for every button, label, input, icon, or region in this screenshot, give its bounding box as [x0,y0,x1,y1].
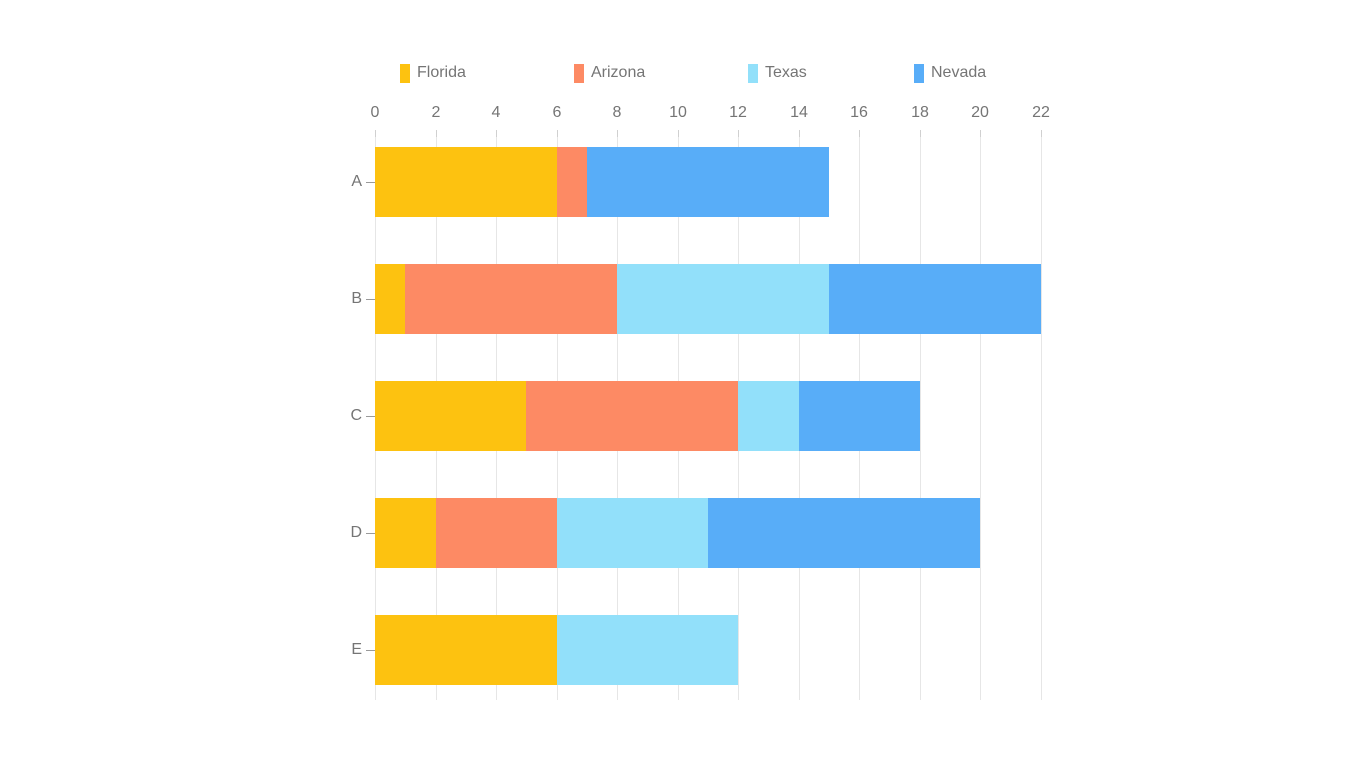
x-axis-tick-label: 10 [669,104,687,121]
x-axis-tick-label: 12 [729,104,747,121]
bar-segment-b-nevada[interactable] [829,264,1041,334]
bar-segment-d-texas[interactable] [556,498,708,568]
x-axis-tick-label: 0 [370,104,380,121]
bar-segment-c-nevada[interactable] [798,381,920,451]
category-axis-dash [366,416,375,417]
axis-tick [678,130,679,137]
bar-segment-a-arizona[interactable] [556,147,587,217]
legend-label: Florida [417,64,466,81]
bar-segment-d-arizona[interactable] [435,498,557,568]
legend-marker-icon [914,63,924,83]
axis-tick [436,130,437,137]
bar-segment-b-florida[interactable] [375,264,406,334]
gridline [1041,137,1042,700]
axis-tick [980,130,981,137]
bar-segment-e-texas[interactable] [556,615,739,685]
bar-row-a: A [351,147,1041,217]
x-axis-tick-label: 8 [612,104,622,121]
axis-tick [557,130,558,137]
bar-row-d: D [350,498,1041,568]
bar-segment-d-florida[interactable] [375,498,436,568]
legend-label: Texas [765,64,807,81]
legend-marker-icon [400,63,410,83]
legend-item-texas[interactable]: Texas [748,62,807,84]
gridline [980,137,981,700]
x-axis-tick-label: 20 [971,104,989,121]
legend-item-nevada[interactable]: Nevada [914,62,986,84]
x-axis-tick-label: 2 [431,104,441,121]
axis-tick [920,130,921,137]
legend-marker-icon [748,63,758,83]
bar-segment-a-nevada[interactable] [586,147,830,217]
axis-tick [738,130,739,137]
category-label: A [351,173,362,190]
bar-segment-d-nevada[interactable] [708,498,981,568]
plot-area: 0 2 4 6 8 10 12 14 16 18 20 22 A B C D E [350,104,1050,700]
gridline [920,137,921,700]
category-axis-dash [366,182,375,183]
legend-item-arizona[interactable]: Arizona [574,62,645,84]
x-axis-tick-label: 22 [1032,104,1050,121]
bar-segment-c-florida[interactable] [375,381,527,451]
bar-segment-c-arizona[interactable] [526,381,739,451]
bar-row-e: E [351,615,1041,685]
x-axis-tick-label: 14 [790,104,808,121]
axis-tick [496,130,497,137]
x-axis-tick-label: 18 [911,104,929,121]
axis-tick [1041,130,1042,137]
category-label: E [351,641,362,658]
legend-label: Arizona [591,64,646,81]
legend-marker-icon [574,63,584,83]
x-axis-tick-label: 16 [850,104,868,121]
axis-tick [375,130,376,137]
bar-segment-b-arizona[interactable] [405,264,618,334]
bar-segment-a-florida[interactable] [375,147,557,217]
legend-label: Nevada [931,64,987,81]
category-axis-dash [366,533,375,534]
bar-segment-e-florida[interactable] [375,615,557,685]
bar-row-c: C [350,381,1041,451]
category-label: D [350,524,362,541]
category-label: B [351,290,362,307]
x-axis-tick-label: 4 [491,104,501,121]
bar-segment-c-texas[interactable] [738,381,799,451]
axis-tick [799,130,800,137]
legend: Florida Arizona Texas Nevada [0,0,1366,100]
axis-tick [617,130,618,137]
x-axis-tick-label: 6 [552,104,562,121]
category-axis-dash [366,299,375,300]
bar-row-b: B [351,264,1041,334]
legend-item-florida[interactable]: Florida [400,62,466,84]
category-axis-dash [366,650,375,651]
axis-tick [859,130,860,137]
bar-segment-b-texas[interactable] [617,264,830,334]
category-label: C [350,407,362,424]
